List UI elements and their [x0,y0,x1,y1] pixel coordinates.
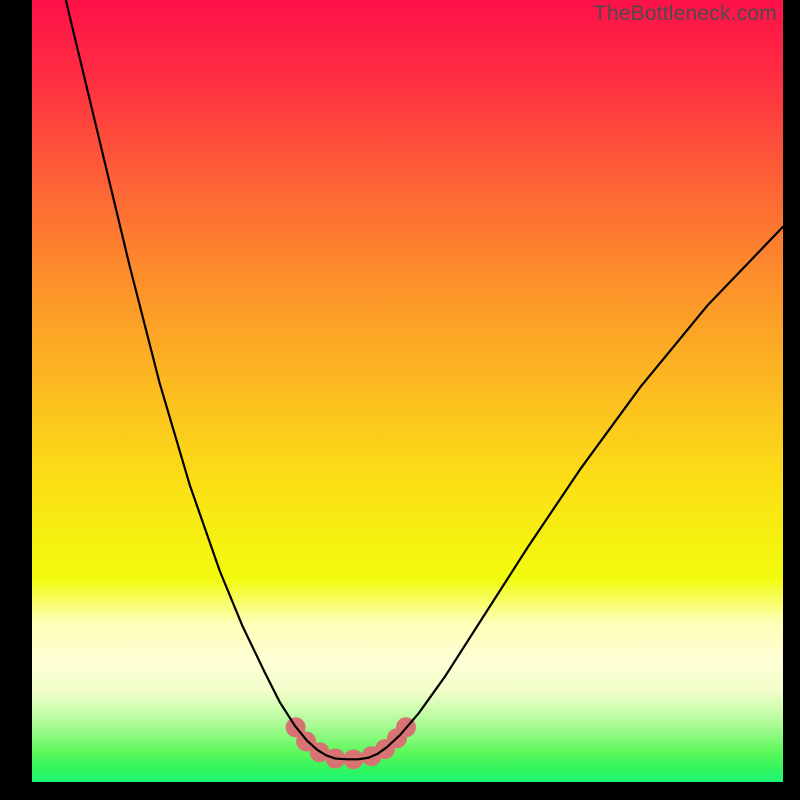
bottleneck-curve [66,0,783,759]
chart-frame: TheBottleneck.com [0,0,800,800]
plot-area: TheBottleneck.com [32,0,783,782]
markers-group [286,717,416,769]
curve-layer [32,0,783,782]
